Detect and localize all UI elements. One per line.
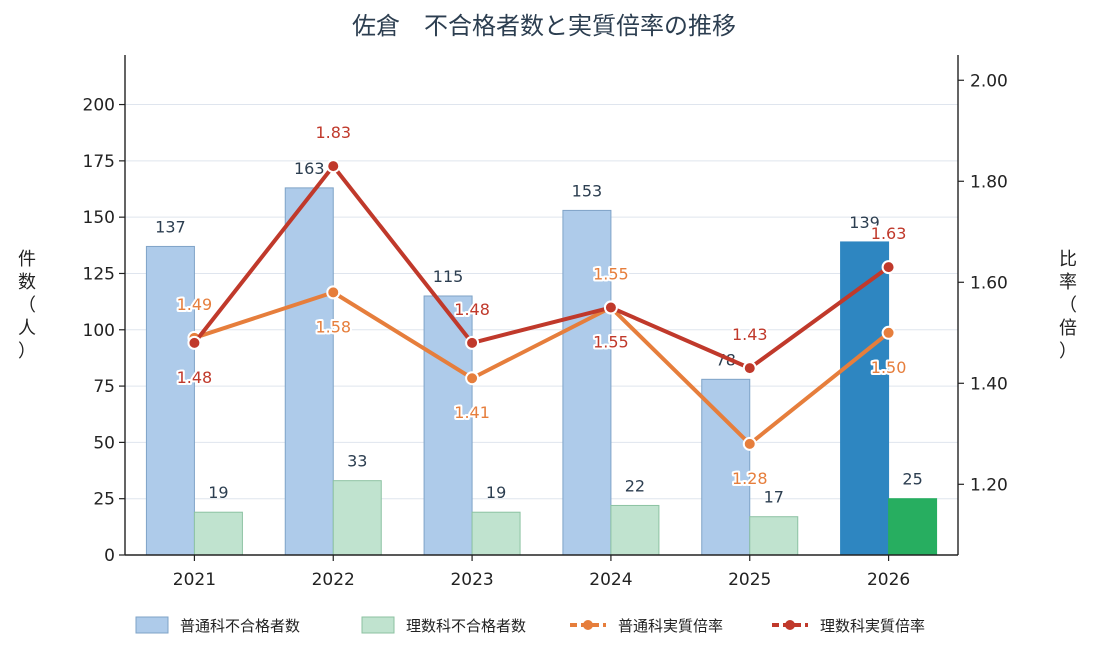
- left-tick-label: 175: [83, 152, 115, 172]
- left-tick-label: 100: [83, 321, 115, 341]
- bar-general: [423, 295, 473, 556]
- bar-general: [701, 378, 751, 556]
- marker-science-rate: [881, 260, 896, 275]
- bars: [145, 187, 938, 556]
- rate-label-science: 1.55: [593, 333, 629, 352]
- gridlines: [125, 104, 958, 500]
- legend-item: 理数科不合格者数: [361, 616, 526, 635]
- x-tick-label: 2023: [450, 570, 493, 590]
- rate-label-general: 1.28: [732, 469, 768, 488]
- left-axis-title: 件数（人）: [18, 249, 36, 362]
- marker-science-rate: [187, 335, 202, 350]
- marker-general-rate: [326, 285, 341, 300]
- marker-general-rate: [881, 325, 896, 340]
- bar-science: [888, 498, 938, 556]
- legend-swatch: [135, 616, 169, 634]
- bar-label-science: 25: [902, 470, 922, 489]
- right-axis-title: 比率（倍）: [1059, 249, 1077, 362]
- line-general-rate: [193, 290, 890, 446]
- left-tick-label: 75: [93, 377, 115, 397]
- rate-label-general: 1.41: [454, 403, 490, 422]
- bar-label-general: 115: [433, 267, 464, 286]
- left-tick-label: 25: [93, 490, 115, 510]
- bar-label-science: 19: [486, 483, 506, 502]
- rate-label-science: 1.63: [871, 224, 907, 243]
- legend-marker: [785, 620, 795, 630]
- x-tick-label: 2022: [312, 570, 355, 590]
- legend-label: 理数科実質倍率: [820, 617, 925, 635]
- legend-marker: [583, 620, 593, 630]
- bar-science: [610, 504, 660, 556]
- bar-general: [284, 187, 334, 556]
- bar-label-general: 153: [572, 181, 603, 200]
- bar-label-science: 19: [208, 483, 228, 502]
- bar-general: [562, 209, 612, 556]
- marker-science-rate: [326, 159, 341, 174]
- bar-science: [332, 480, 382, 556]
- bar-science: [471, 511, 521, 556]
- legend-item: 理数科実質倍率: [772, 617, 925, 635]
- legend-label: 普通科不合格者数: [180, 617, 300, 635]
- marker-science-rate: [603, 300, 618, 315]
- left-tick-label: 125: [83, 264, 115, 284]
- rate-label-general: 1.55: [593, 265, 629, 284]
- line-science-rate: [192, 164, 890, 371]
- marker-science-rate: [465, 335, 480, 350]
- bar-label-science: 22: [625, 476, 645, 495]
- legend-item: 普通科不合格者数: [135, 616, 300, 635]
- legend-swatch: [361, 616, 395, 634]
- x-tick-label: 2024: [589, 570, 632, 590]
- left-tick-label: 200: [83, 96, 115, 116]
- rate-labels: 1.49 1.48 1.58 1.83 1.41 1.48 1.55 1.55 1.28 1.43…: [175, 121, 909, 490]
- left-tick-label: 150: [83, 208, 115, 228]
- marker-science-rate: [742, 361, 757, 376]
- rate-label-science: 1.43: [732, 325, 768, 344]
- bar-label-general: 137: [155, 217, 186, 236]
- legend: 普通科不合格者数 理数科不合格者数 普通科実質倍率 理数科実質倍率: [135, 616, 925, 635]
- bar-label-science: 17: [764, 488, 784, 507]
- bar-science: [749, 516, 799, 556]
- bar-label-science: 33: [347, 452, 367, 471]
- legend-label: 理数科不合格者数: [406, 617, 526, 635]
- marker-general-rate: [742, 436, 757, 451]
- rate-label-general: 1.58: [315, 317, 351, 336]
- marker-general-rate: [465, 371, 480, 386]
- x-tick-label: 2025: [728, 570, 771, 590]
- rate-lines: [187, 159, 896, 451]
- rate-label-science: 1.83: [315, 123, 351, 142]
- right-tick-label: 1.20: [970, 475, 1008, 495]
- rate-label-science: 1.48: [177, 368, 213, 387]
- right-tick-label: 1.40: [970, 374, 1008, 394]
- bar-science: [193, 511, 243, 556]
- axes: 0 25 50 75 100 125 150 175 200 1.20 1.40 1.60 1.80 2.…: [18, 55, 1077, 590]
- left-tick-label: 50: [93, 433, 115, 453]
- right-tick-label: 1.60: [970, 273, 1008, 293]
- left-tick-label: 0: [104, 546, 115, 566]
- x-tick-label: 2026: [867, 570, 910, 590]
- right-tick-label: 1.80: [970, 172, 1008, 192]
- legend-item: 普通科実質倍率: [570, 617, 723, 635]
- rate-label-science: 1.48: [454, 300, 490, 319]
- bar-label-general: 163: [294, 159, 325, 178]
- rate-label-general: 1.49: [177, 295, 213, 314]
- right-tick-label: 2.00: [970, 71, 1008, 91]
- legend-label: 普通科実質倍率: [618, 617, 723, 635]
- x-tick-label: 2021: [173, 570, 216, 590]
- rate-label-general: 1.50: [871, 358, 907, 377]
- bar-general: [145, 245, 195, 556]
- bar-label-general: 139: [849, 213, 880, 232]
- bar-general: [840, 241, 890, 556]
- chart-title: 佐倉 不合格者数と実質倍率の推移: [352, 12, 736, 40]
